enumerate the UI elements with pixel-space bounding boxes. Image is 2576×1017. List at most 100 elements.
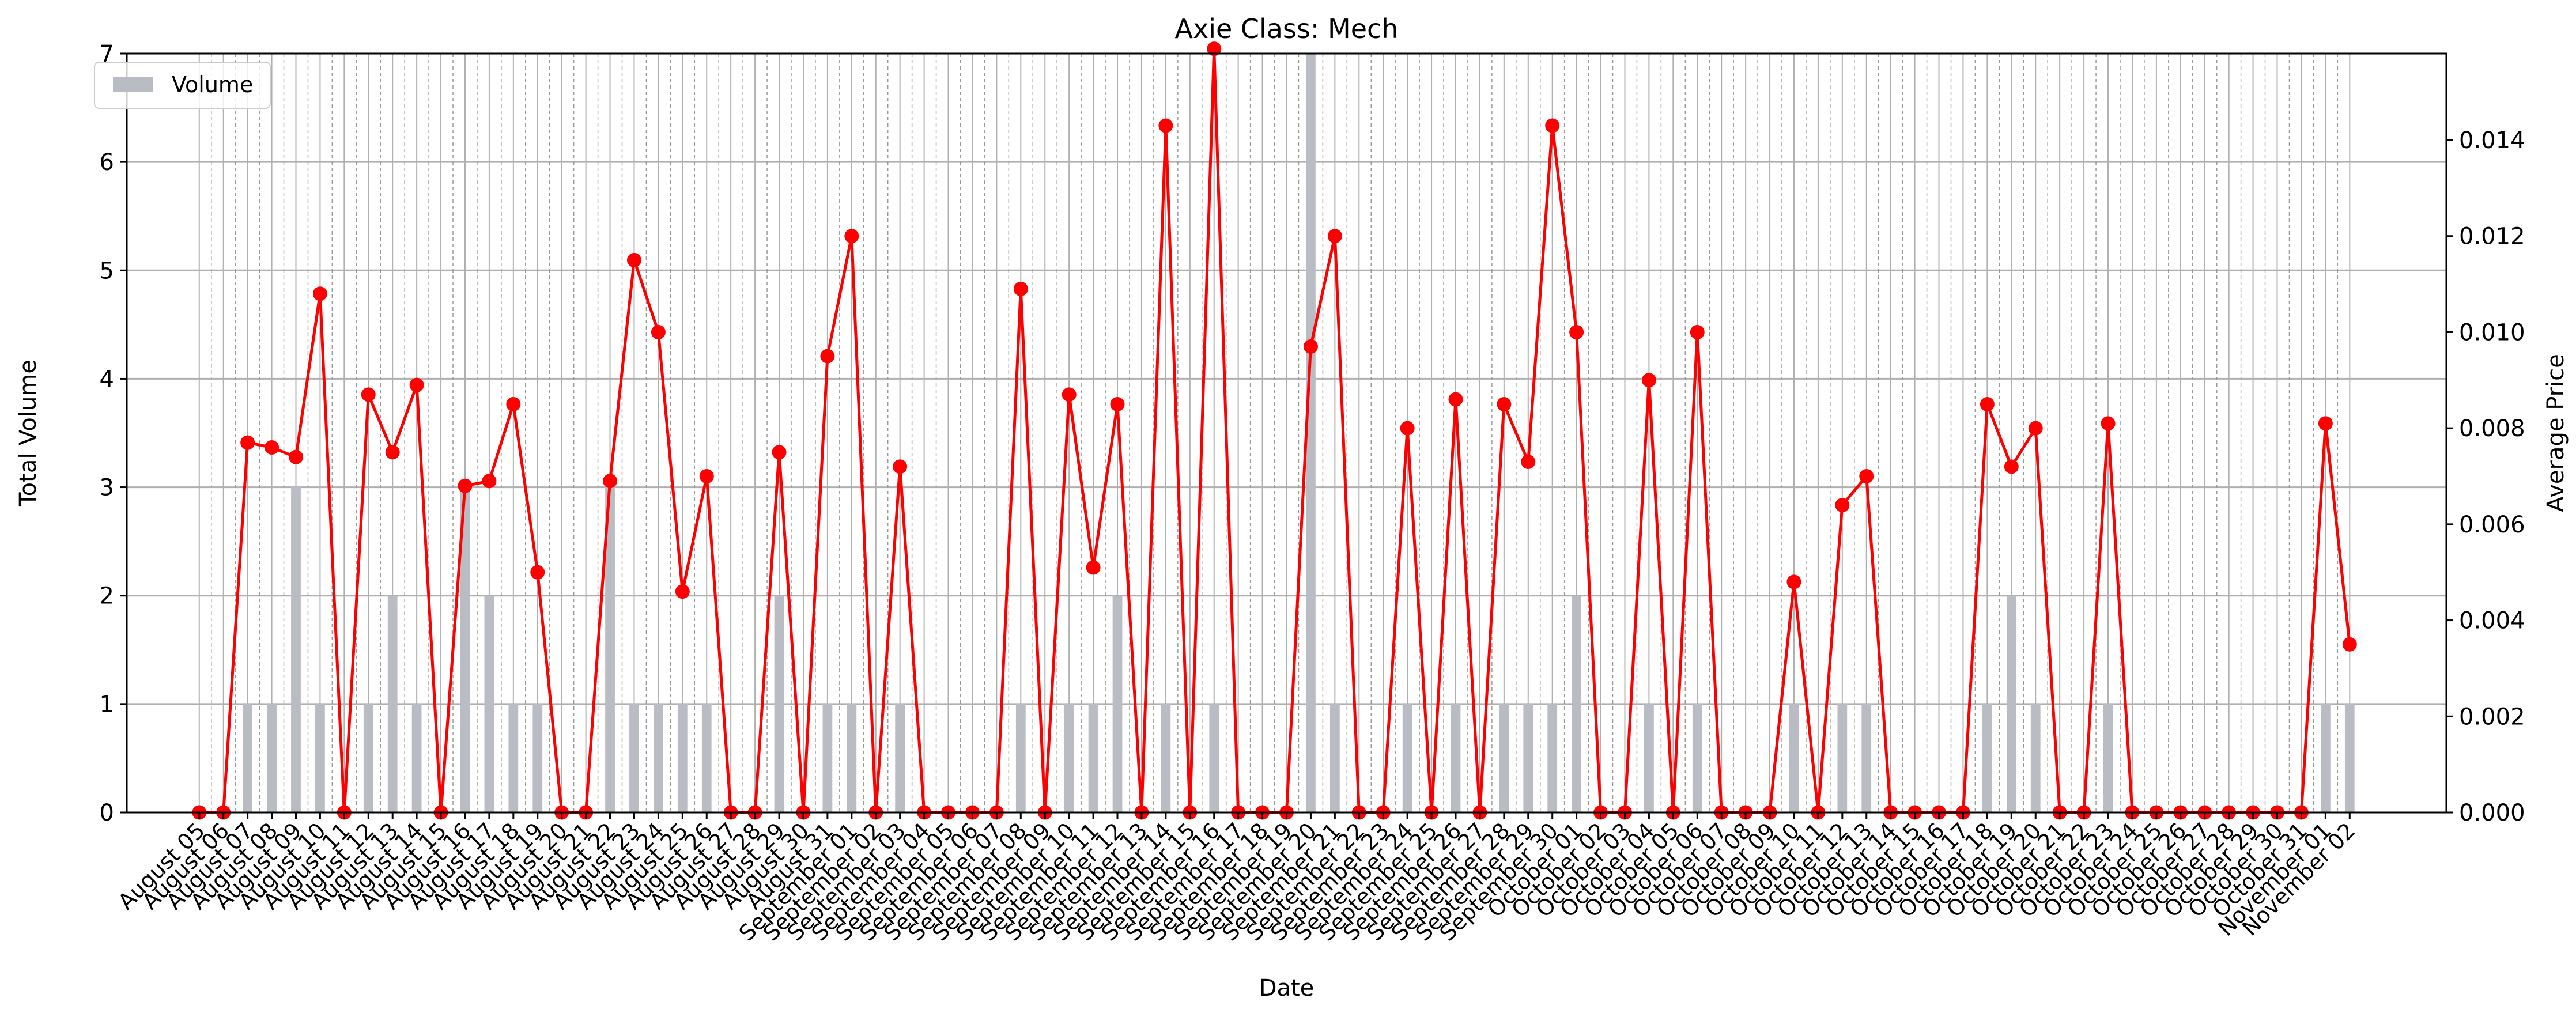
price-point	[651, 324, 666, 339]
price-point	[2342, 637, 2357, 652]
volume-bar	[532, 704, 543, 812]
y-axis-label: Total Volume	[15, 360, 41, 507]
volume-bar	[629, 704, 639, 812]
price-point	[1835, 498, 1850, 513]
price-point	[2101, 416, 2116, 431]
price-point	[1521, 455, 1536, 470]
volume-bar	[1306, 54, 1316, 812]
volume-bar	[1644, 704, 1654, 812]
volume-bar	[2030, 704, 2041, 812]
price-point	[844, 229, 859, 244]
y2-tick-label: 0.008	[2459, 415, 2525, 442]
volume-bar	[2103, 704, 2113, 812]
volume-bar	[1088, 704, 1098, 812]
price-point	[1158, 118, 1173, 133]
price-point	[1062, 387, 1077, 402]
price-point	[265, 440, 279, 455]
price-point	[385, 445, 400, 460]
volume-bar	[291, 487, 301, 812]
volume-bar	[605, 487, 615, 812]
y2-tick-label: 0.004	[2459, 608, 2525, 634]
volume-bar	[677, 704, 688, 812]
volume-bar	[484, 595, 494, 812]
volume-bar	[2344, 704, 2355, 812]
price-point	[1110, 396, 1125, 411]
volume-bar	[1402, 704, 1412, 812]
volume-bar	[411, 704, 422, 812]
grid-layer	[127, 52, 2446, 814]
price-point	[312, 286, 327, 301]
y2-axis-label: Average Price	[2543, 354, 2569, 512]
price-point	[2318, 416, 2333, 431]
volume-bar	[1451, 704, 1461, 812]
legend: Volume	[94, 62, 271, 109]
price-point	[1448, 392, 1463, 407]
volume-bar	[1161, 704, 1171, 812]
volume-bar	[654, 704, 663, 812]
volume-bar	[460, 487, 470, 812]
price-point	[1327, 229, 1342, 244]
price-point	[1569, 324, 1584, 339]
price-point	[1859, 469, 1874, 484]
price-point	[288, 449, 303, 464]
volume-bar	[701, 704, 712, 812]
y2-tick-label: 0.002	[2459, 704, 2525, 730]
price-point	[820, 349, 835, 364]
price-point	[1690, 324, 1705, 339]
volume-bar	[1572, 595, 1582, 812]
volume-bar	[1547, 704, 1558, 812]
price-point	[675, 584, 690, 599]
volume-bar	[1692, 704, 1702, 812]
y-tick-label: 4	[100, 366, 114, 392]
volume-bar	[1499, 704, 1509, 812]
y-tick-label: 5	[100, 258, 114, 284]
volume-bar	[1209, 704, 1219, 812]
y2-tick-label: 0.012	[2459, 224, 2525, 250]
volume-bar	[1982, 704, 1992, 812]
price-point	[1545, 118, 1560, 133]
price-point	[482, 474, 497, 489]
volume-bar	[847, 704, 857, 812]
volume-bar	[1789, 704, 1799, 812]
y-tick-label: 0	[100, 800, 114, 826]
volume-bar	[243, 704, 253, 812]
price-point	[1786, 574, 1801, 589]
y-tick-label: 1	[100, 691, 114, 718]
volume-bar	[1837, 704, 1848, 812]
price-point	[1207, 41, 1222, 56]
volume-bar	[387, 595, 398, 812]
legend-box	[94, 62, 271, 109]
legend-label-volume: Volume	[172, 72, 253, 97]
volume-bar	[1523, 704, 1533, 812]
volume-bar	[1015, 704, 1026, 812]
volume-bar	[315, 704, 325, 812]
price-point	[772, 445, 787, 460]
y-tick-label: 2	[100, 583, 114, 610]
y-tick-label: 3	[100, 475, 114, 501]
price-line-series	[192, 41, 2357, 820]
price-point	[2028, 421, 2043, 436]
volume-bar	[1861, 704, 1872, 812]
price-point	[699, 469, 714, 484]
price-point	[2004, 459, 2019, 474]
price-point	[1641, 373, 1656, 388]
price-point	[409, 377, 424, 392]
y2-tick-label: 0.000	[2459, 800, 2525, 826]
price-point	[240, 435, 255, 450]
price-point	[1303, 339, 1318, 354]
price-point	[1400, 421, 1415, 436]
price-point	[361, 387, 376, 402]
price-point	[626, 252, 641, 267]
price-point	[458, 478, 473, 493]
volume-bar	[2320, 704, 2331, 812]
y2-tick-label: 0.006	[2459, 512, 2525, 538]
legend-swatch-volume	[113, 77, 153, 92]
price-point	[893, 459, 908, 474]
volume-bars	[243, 54, 2355, 812]
volume-bar	[508, 704, 519, 812]
y-tick-label: 6	[100, 149, 114, 176]
volume-bar	[1329, 704, 1340, 812]
volume-bar	[774, 595, 784, 812]
y2-tick-label: 0.010	[2459, 319, 2525, 346]
